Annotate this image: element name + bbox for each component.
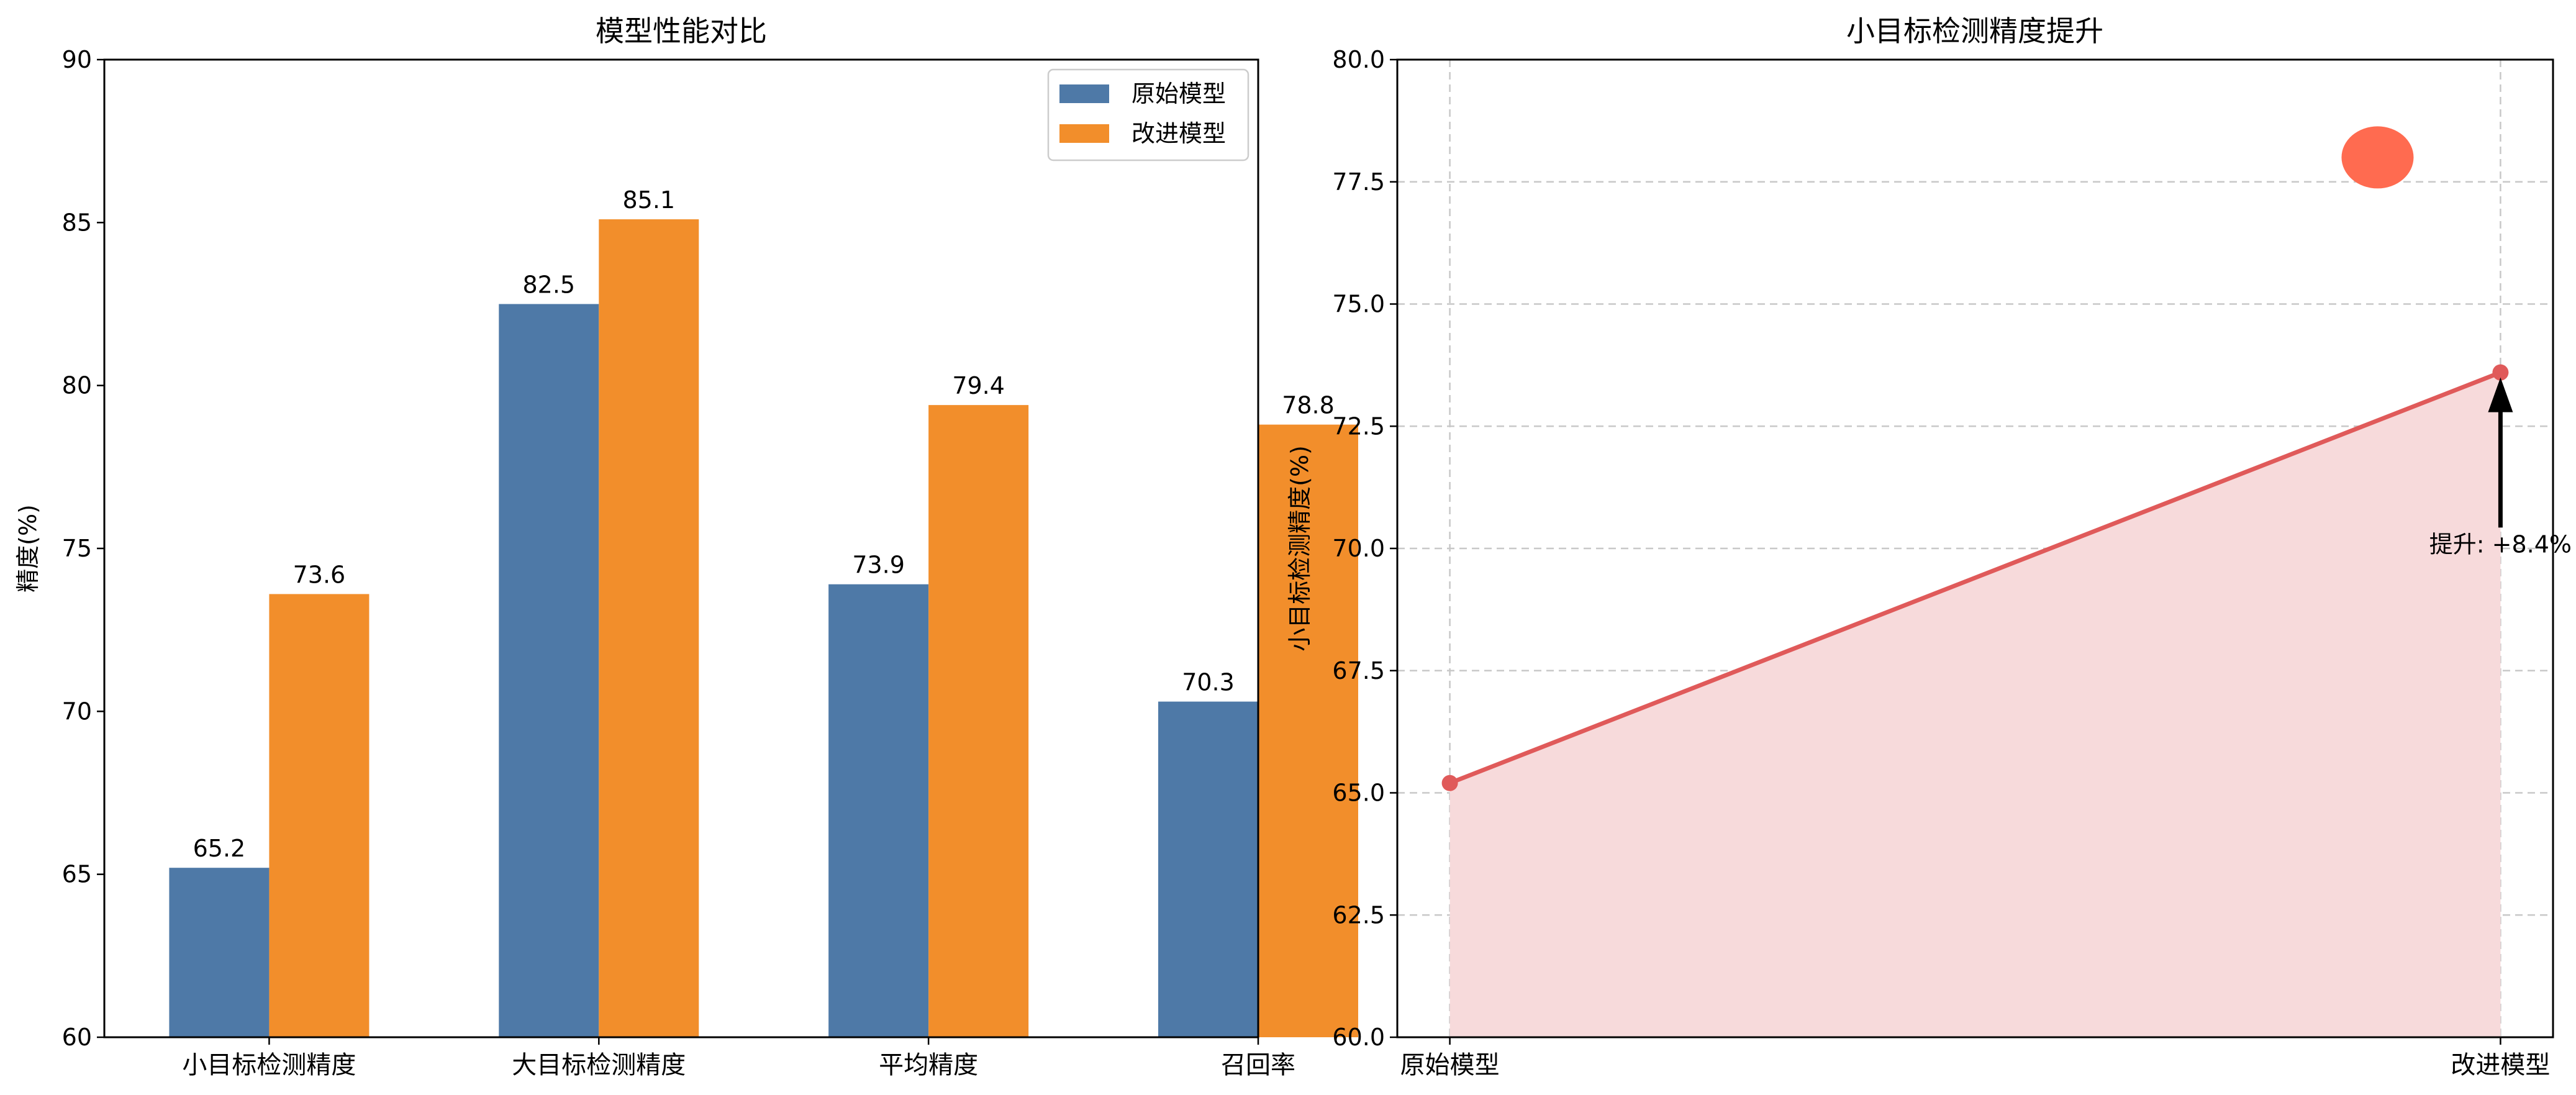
- improvement-area: [1449, 372, 2501, 1038]
- line-chart: 小目标检测精度提升 小目标检测精度(%) 60.0 62.5 65.0 67.5 70.…: [1286, 14, 2572, 1079]
- bar-original: [169, 868, 270, 1037]
- data-point-improved: [2492, 364, 2509, 381]
- line-x-tick-label: 改进模型: [2451, 1051, 2550, 1079]
- line-chart-frame: [1396, 58, 2554, 1038]
- bar-y-tick-label: 60: [62, 1024, 92, 1051]
- bar-value-label: 70.3: [1182, 669, 1235, 696]
- bar-x-ticks: 小目标检测精度 大目标检测精度 平均精度 召回率: [182, 1037, 1295, 1079]
- bar-y-tick-label: 85: [62, 209, 92, 236]
- legend-label-improved: 改进模型: [1132, 120, 1226, 147]
- line-x-tick-label: 原始模型: [1400, 1051, 1500, 1079]
- line-y-tick-label: 60.0: [1332, 1024, 1385, 1051]
- bar-improved: [599, 219, 699, 1037]
- bar-y-tick-label: 90: [62, 46, 92, 73]
- bar-improved: [1258, 424, 1358, 1037]
- legend-swatch-original: [1059, 84, 1109, 103]
- bar-y-ticks: 60 65 70 75 80 85 90: [62, 46, 104, 1051]
- bar-y-tick-label: 75: [62, 535, 92, 562]
- bar-x-tick-label: 小目标检测精度: [182, 1051, 356, 1079]
- bar-data-labels: 65.2 73.6 82.5 85.1 73.9 79.4 70.3 78.8: [193, 186, 1335, 862]
- bar-improved: [269, 594, 370, 1037]
- line-y-tick-label: 72.5: [1332, 412, 1385, 440]
- bar-x-tick-label: 大目标检测精度: [512, 1051, 686, 1079]
- bar-original: [828, 584, 929, 1037]
- line-chart-title: 小目标检测精度提升: [1846, 14, 2103, 48]
- bar-chart-frame: [103, 58, 1259, 1038]
- bar-legend: 原始模型 改进模型: [1047, 68, 1249, 161]
- line-chart-y-axis-label: 小目标检测精度(%): [1286, 445, 1313, 652]
- legend-swatch-improved: [1059, 124, 1109, 143]
- bar-series: [169, 219, 1358, 1037]
- bar-value-label: 79.4: [952, 372, 1005, 399]
- line-y-tick-label: 75.0: [1332, 291, 1385, 318]
- line-y-tick-label: 80.0: [1332, 46, 1385, 73]
- bar-y-tick-label: 70: [62, 697, 92, 725]
- improvement-arrow-head: [2488, 377, 2513, 412]
- line-y-tick-label: 62.5: [1332, 901, 1385, 929]
- line-y-tick-label: 65.0: [1332, 779, 1385, 807]
- line-y-tick-label: 67.5: [1332, 657, 1385, 684]
- bar-improved: [928, 405, 1029, 1037]
- bar-x-tick-label: 召回率: [1221, 1051, 1295, 1079]
- bar-value-label: 73.6: [293, 561, 346, 588]
- line-x-ticks: 原始模型 改进模型: [1400, 1037, 2550, 1079]
- bar-y-tick-label: 80: [62, 372, 92, 399]
- bar-original: [1158, 701, 1258, 1037]
- legend-label-original: 原始模型: [1132, 80, 1226, 107]
- bar-chart: 模型性能对比 精度(%) 60 65 70 75 80 85 90 小目标检测精度 大目标检测…: [14, 14, 1358, 1079]
- bar-original: [499, 304, 599, 1037]
- line-y-ticks: 60.0 62.5 65.0 67.5 70.0 72.5 75.0 77.5 80.0: [1332, 46, 1397, 1051]
- data-point-original: [1441, 775, 1458, 791]
- bar-value-label: 78.8: [1282, 392, 1335, 419]
- bar-chart-title: 模型性能对比: [596, 14, 767, 48]
- bar-y-tick-label: 65: [62, 861, 92, 888]
- bar-chart-y-axis-label: 精度(%): [14, 504, 42, 593]
- bar-value-label: 85.1: [622, 186, 675, 214]
- bar-value-label: 65.2: [193, 835, 246, 862]
- highlight-marker: [2341, 126, 2414, 189]
- bar-value-label: 82.5: [522, 271, 575, 299]
- trend-line: [1449, 370, 2501, 786]
- line-y-tick-label: 77.5: [1332, 168, 1385, 196]
- improvement-annotation: 提升: +8.4%: [2429, 530, 2572, 558]
- line-y-tick-label: 70.0: [1332, 535, 1385, 562]
- bar-value-label: 73.9: [852, 552, 905, 579]
- bar-x-tick-label: 平均精度: [879, 1051, 978, 1079]
